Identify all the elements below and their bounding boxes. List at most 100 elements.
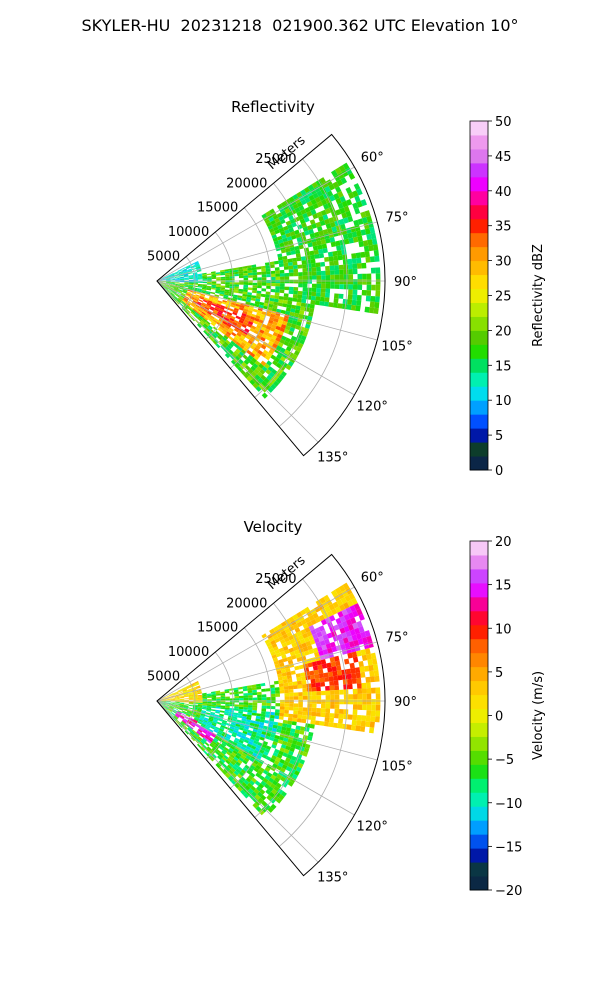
echo-cell — [270, 289, 276, 293]
echo-cell — [371, 238, 378, 245]
echo-cell — [314, 673, 320, 679]
echo-cell — [165, 695, 170, 698]
echo-cell — [345, 587, 353, 595]
colorbar-swatch — [470, 750, 488, 765]
echo-cell — [345, 199, 353, 206]
echo-cell — [165, 702, 171, 704]
echo-cell — [165, 704, 170, 707]
echo-cell — [270, 639, 276, 645]
echo-cell — [211, 277, 217, 280]
echo-cell — [166, 290, 170, 295]
echo-cell — [269, 628, 275, 634]
echo-cell — [353, 219, 360, 227]
echo-cell — [255, 764, 261, 770]
echo-cell — [302, 267, 308, 273]
echo-cell — [247, 339, 254, 345]
echo-cell — [252, 728, 258, 733]
echo-cell — [243, 702, 249, 705]
echo-cell — [193, 697, 198, 699]
echo-cell — [289, 327, 295, 333]
echo-cell — [371, 658, 378, 665]
echo-cell — [251, 357, 257, 364]
echo-cell — [183, 718, 188, 722]
echo-cell — [329, 680, 335, 686]
echo-cell — [315, 682, 321, 688]
echo-cell — [289, 731, 295, 737]
echo-cell — [178, 287, 184, 290]
echo-cell — [305, 303, 311, 308]
echo-cell — [195, 714, 201, 717]
echo-cell — [270, 774, 277, 780]
echo-cell — [264, 328, 270, 333]
echo-cell — [274, 267, 280, 271]
echo-cell — [268, 319, 274, 325]
colorbar-swatch — [470, 806, 488, 821]
echo-cell — [209, 750, 214, 756]
echo-cell — [333, 298, 339, 304]
echo-cell — [244, 316, 250, 321]
echo-cell — [267, 366, 274, 372]
echo-cell — [220, 725, 226, 729]
echo-cell — [183, 274, 189, 277]
echo-cell — [357, 279, 363, 285]
echo-cell — [206, 287, 212, 290]
echo-cell — [372, 244, 379, 251]
colorbar-tick-label: −20 — [495, 884, 522, 899]
echo-cell — [220, 338, 226, 344]
echo-cell — [358, 241, 364, 248]
echo-cell — [305, 255, 311, 261]
echo-cell — [225, 284, 230, 287]
echo-cell — [270, 354, 277, 360]
echo-cell — [307, 224, 313, 231]
echo-cell — [175, 293, 180, 297]
echo-cell — [175, 293, 181, 297]
echo-cell — [300, 726, 306, 731]
echo-cell — [165, 704, 170, 707]
echo-cell — [287, 297, 293, 302]
echo-cell — [161, 702, 166, 705]
echo-cell — [316, 695, 322, 700]
range-tick-label: 15000 — [197, 201, 238, 216]
echo-cell — [320, 270, 326, 276]
echo-cell — [275, 325, 281, 331]
echo-cell — [291, 740, 298, 745]
echo-cell — [362, 704, 367, 711]
echo-cell — [225, 759, 231, 765]
echo-cell — [348, 274, 354, 280]
echo-cell — [268, 791, 275, 798]
range-tick-label: 20000 — [226, 176, 267, 191]
echo-cell — [161, 702, 166, 705]
echo-cell — [220, 696, 226, 699]
echo-cell — [300, 189, 307, 196]
echo-cell — [302, 751, 308, 757]
echo-cell — [357, 699, 363, 705]
echo-cell — [284, 628, 291, 634]
echo-cell — [256, 366, 262, 372]
echo-cell — [274, 295, 280, 300]
echo-cell — [343, 279, 349, 285]
echo-cell — [222, 731, 228, 736]
echo-cell — [250, 785, 256, 792]
echo-cell — [363, 665, 370, 672]
echo-cell — [318, 230, 324, 236]
echo-cell — [232, 298, 237, 302]
echo-cell — [261, 323, 267, 329]
echo-cell — [286, 236, 293, 241]
echo-cell — [277, 224, 283, 230]
echo-cell — [280, 791, 287, 797]
echo-cell — [202, 281, 208, 284]
echo-cell — [184, 703, 189, 705]
echo-cell — [337, 202, 344, 210]
echo-cell — [218, 318, 224, 323]
echo-cell — [345, 167, 353, 175]
echo-cell — [276, 322, 282, 328]
echo-cell — [169, 294, 173, 298]
echo-cell — [261, 366, 268, 372]
echo-cell — [187, 688, 192, 691]
echo-cell — [293, 707, 299, 711]
echo-cell — [237, 786, 243, 792]
echo-cell — [186, 292, 192, 295]
echo-cell — [279, 289, 285, 294]
echo-cell — [177, 291, 182, 294]
echo-cell — [252, 287, 258, 291]
